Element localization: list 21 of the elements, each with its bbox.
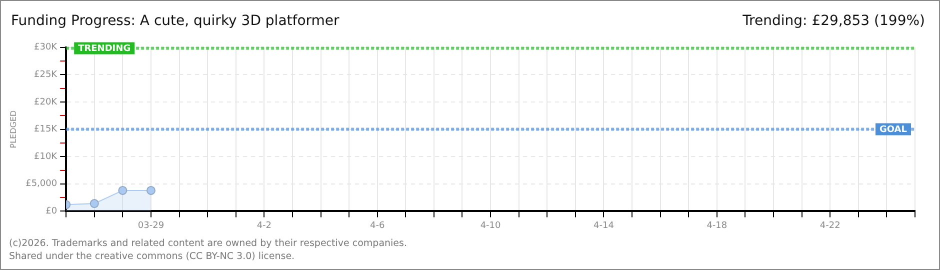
x-tick-label: 4-6	[370, 220, 385, 231]
chart-title: Funding Progress: A cute, quirky 3D platformer	[11, 13, 340, 29]
x-tick-label: 03-29	[138, 220, 164, 231]
y-axis-title: PLEDGED	[8, 110, 18, 148]
text: (c)2026. Trademarks and related content are owned by their respective companies.	[9, 237, 407, 250]
x-tick-label: 4-2	[256, 220, 272, 231]
chart-subtitle: Trending: £29,853 (199%)	[742, 13, 925, 29]
x-tick-label: 4-18	[706, 220, 728, 231]
y-tick-label: £25K	[34, 70, 58, 80]
y-tick-label: £30K	[34, 42, 58, 53]
y-tick-label: £0	[46, 206, 58, 217]
y-tick-label: £20K	[34, 97, 58, 108]
y-tick-label: £5,000	[26, 179, 58, 190]
x-tick-label: 4-10	[480, 220, 502, 231]
x-tick-label: 4-22	[820, 220, 840, 231]
text: Shared under the creative commons (CC BY-NC 3.0) license.	[9, 250, 296, 263]
ref-line-label: GOAL	[880, 125, 908, 136]
y-tick-label: £10K	[34, 152, 58, 162]
y-tick-label: £15K	[34, 124, 58, 135]
x-tick-label: 4-14	[594, 220, 614, 231]
ref-line-label: TRENDING	[78, 44, 131, 54]
